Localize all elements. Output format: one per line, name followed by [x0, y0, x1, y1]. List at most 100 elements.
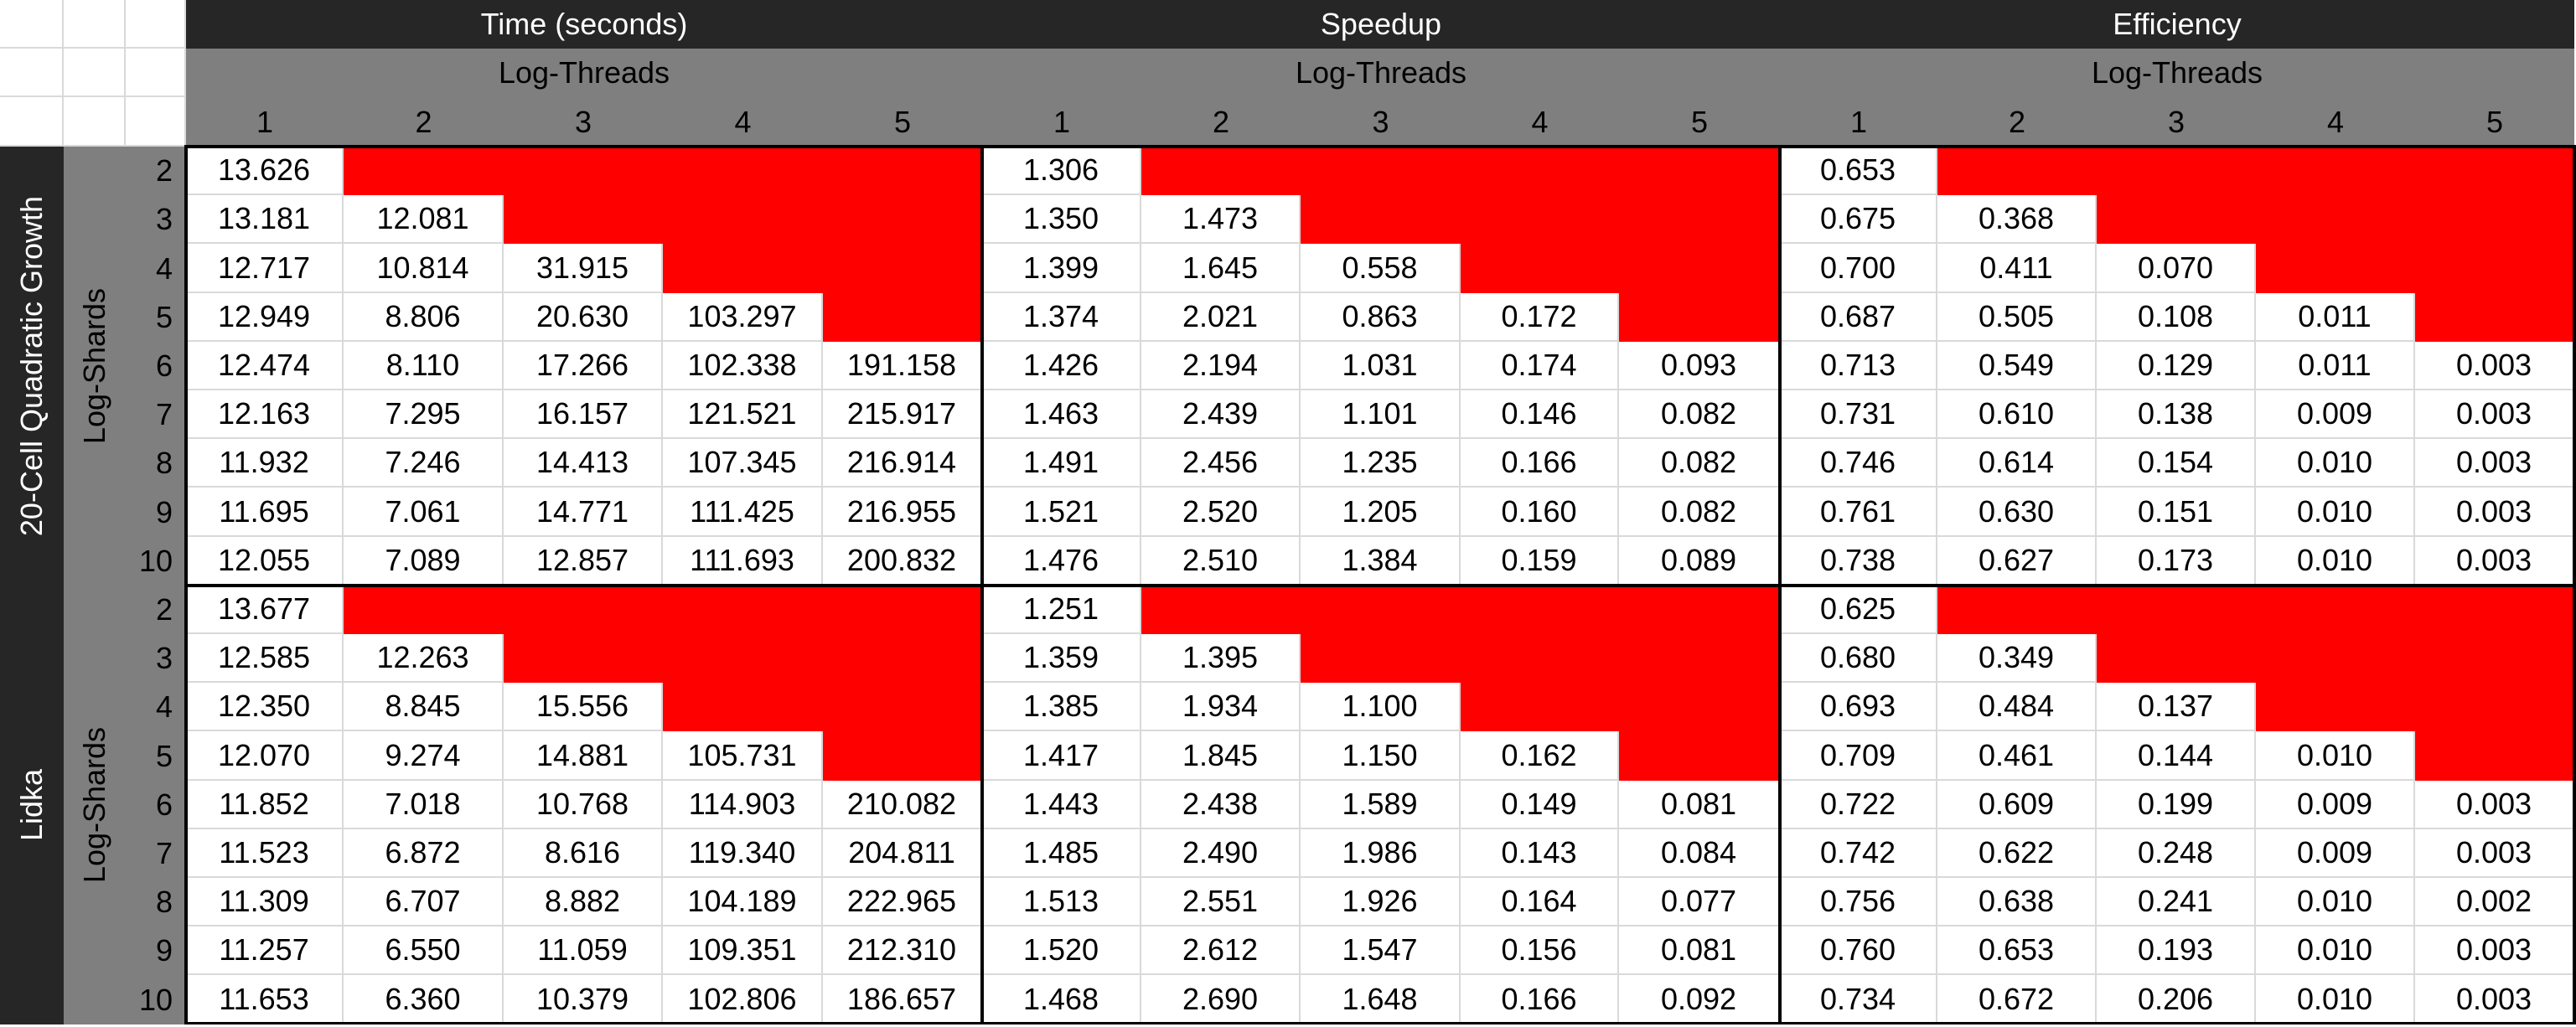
data-cell[interactable]: 8.845 — [344, 683, 504, 731]
shard-count-header[interactable]: 6 — [126, 781, 186, 829]
empty-cell[interactable] — [2415, 634, 2574, 683]
thread-count-header[interactable]: 3 — [2097, 97, 2256, 147]
shard-count-header[interactable]: 3 — [126, 634, 186, 683]
data-cell[interactable]: 1.150 — [1301, 731, 1461, 781]
data-cell[interactable]: 12.717 — [186, 244, 344, 293]
data-cell[interactable]: 7.246 — [344, 439, 504, 488]
data-cell[interactable]: 1.395 — [1141, 634, 1301, 683]
empty-cell[interactable] — [2415, 293, 2574, 342]
shard-count-header[interactable]: 7 — [126, 829, 186, 878]
data-cell[interactable]: 16.157 — [504, 390, 663, 439]
data-cell[interactable]: 102.338 — [663, 342, 823, 390]
data-cell[interactable]: 2.439 — [1141, 390, 1301, 439]
empty-cell[interactable] — [823, 683, 982, 731]
empty-cell[interactable] — [1461, 586, 1619, 634]
empty-cell[interactable] — [2415, 683, 2574, 731]
empty-cell[interactable] — [1461, 683, 1619, 731]
empty-cell[interactable] — [2097, 586, 2256, 634]
data-cell[interactable]: 0.734 — [1780, 975, 1937, 1024]
data-cell[interactable]: 0.756 — [1780, 878, 1937, 926]
data-cell[interactable]: 216.914 — [823, 439, 982, 488]
empty-cell[interactable] — [1937, 586, 2097, 634]
data-cell[interactable]: 11.695 — [186, 488, 344, 537]
empty-cell[interactable] — [1619, 244, 1780, 293]
empty-cell[interactable] — [823, 634, 982, 683]
corner-cell[interactable] — [0, 49, 64, 97]
data-cell[interactable]: 186.657 — [823, 975, 982, 1024]
shard-count-header[interactable]: 2 — [126, 147, 186, 195]
data-cell[interactable]: 1.521 — [982, 488, 1141, 537]
data-cell[interactable]: 0.863 — [1301, 293, 1461, 342]
data-cell[interactable]: 0.010 — [2256, 926, 2415, 975]
data-cell[interactable]: 222.965 — [823, 878, 982, 926]
empty-cell[interactable] — [1301, 147, 1461, 195]
empty-cell[interactable] — [504, 586, 663, 634]
data-cell[interactable]: 0.077 — [1619, 878, 1780, 926]
data-cell[interactable]: 216.955 — [823, 488, 982, 537]
empty-cell[interactable] — [1619, 586, 1780, 634]
data-cell[interactable]: 20.630 — [504, 293, 663, 342]
data-cell[interactable]: 0.010 — [2256, 975, 2415, 1024]
data-cell[interactable]: 0.002 — [2415, 878, 2574, 926]
data-cell[interactable]: 0.082 — [1619, 439, 1780, 488]
data-cell[interactable]: 1.520 — [982, 926, 1141, 975]
data-cell[interactable]: 7.295 — [344, 390, 504, 439]
data-cell[interactable]: 11.059 — [504, 926, 663, 975]
data-cell[interactable]: 0.084 — [1619, 829, 1780, 878]
data-cell[interactable]: 0.241 — [2097, 878, 2256, 926]
thread-count-header[interactable]: 4 — [663, 97, 823, 147]
data-cell[interactable]: 6.707 — [344, 878, 504, 926]
data-cell[interactable]: 0.630 — [1937, 488, 2097, 537]
data-cell[interactable]: 0.173 — [2097, 537, 2256, 586]
empty-cell[interactable] — [2256, 195, 2415, 244]
data-cell[interactable]: 10.814 — [344, 244, 504, 293]
data-cell[interactable]: 7.018 — [344, 781, 504, 829]
empty-cell[interactable] — [1301, 586, 1461, 634]
empty-cell[interactable] — [1619, 731, 1780, 781]
data-cell[interactable]: 0.003 — [2415, 537, 2574, 586]
shard-count-header[interactable]: 5 — [126, 293, 186, 342]
data-cell[interactable]: 0.199 — [2097, 781, 2256, 829]
data-cell[interactable]: 12.585 — [186, 634, 344, 683]
data-cell[interactable]: 0.070 — [2097, 244, 2256, 293]
data-cell[interactable]: 0.009 — [2256, 829, 2415, 878]
data-cell[interactable]: 12.474 — [186, 342, 344, 390]
shard-count-header[interactable]: 4 — [126, 683, 186, 731]
data-cell[interactable]: 0.011 — [2256, 293, 2415, 342]
data-cell[interactable]: 0.680 — [1780, 634, 1937, 683]
empty-cell[interactable] — [504, 195, 663, 244]
data-cell[interactable]: 0.760 — [1780, 926, 1937, 975]
thread-count-header[interactable]: 5 — [2415, 97, 2574, 147]
data-cell[interactable]: 0.129 — [2097, 342, 2256, 390]
empty-cell[interactable] — [2256, 634, 2415, 683]
data-cell[interactable]: 0.206 — [2097, 975, 2256, 1024]
data-cell[interactable]: 0.003 — [2415, 488, 2574, 537]
shard-count-header[interactable]: 8 — [126, 878, 186, 926]
data-cell[interactable]: 212.310 — [823, 926, 982, 975]
data-cell[interactable]: 0.653 — [1780, 147, 1937, 195]
data-cell[interactable]: 1.374 — [982, 293, 1141, 342]
empty-cell[interactable] — [344, 147, 504, 195]
empty-cell[interactable] — [2097, 634, 2256, 683]
dataset-label[interactable]: 20-Cell Quadratic Growth — [0, 147, 64, 586]
data-cell[interactable]: 0.638 — [1937, 878, 2097, 926]
data-cell[interactable]: 0.693 — [1780, 683, 1937, 731]
data-cell[interactable]: 0.146 — [1461, 390, 1619, 439]
data-cell[interactable]: 0.009 — [2256, 390, 2415, 439]
data-cell[interactable]: 0.722 — [1780, 781, 1937, 829]
empty-cell[interactable] — [504, 634, 663, 683]
data-cell[interactable]: 0.154 — [2097, 439, 2256, 488]
data-cell[interactable]: 0.092 — [1619, 975, 1780, 1024]
data-cell[interactable]: 0.011 — [2256, 342, 2415, 390]
metric-header[interactable]: Efficiency — [1780, 0, 2574, 49]
empty-cell[interactable] — [1141, 147, 1301, 195]
empty-cell[interactable] — [2415, 195, 2574, 244]
empty-cell[interactable] — [663, 195, 823, 244]
empty-cell[interactable] — [2256, 683, 2415, 731]
data-cell[interactable]: 8.882 — [504, 878, 663, 926]
empty-cell[interactable] — [1619, 195, 1780, 244]
empty-cell[interactable] — [2415, 731, 2574, 781]
empty-cell[interactable] — [1619, 293, 1780, 342]
data-cell[interactable]: 1.485 — [982, 829, 1141, 878]
data-cell[interactable]: 12.350 — [186, 683, 344, 731]
